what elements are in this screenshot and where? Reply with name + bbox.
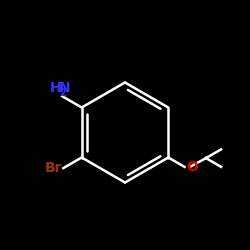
- Text: 2: 2: [59, 88, 66, 98]
- Text: N: N: [58, 81, 70, 95]
- Text: O: O: [186, 160, 198, 174]
- Text: H: H: [50, 81, 62, 95]
- Text: Br: Br: [44, 161, 62, 175]
